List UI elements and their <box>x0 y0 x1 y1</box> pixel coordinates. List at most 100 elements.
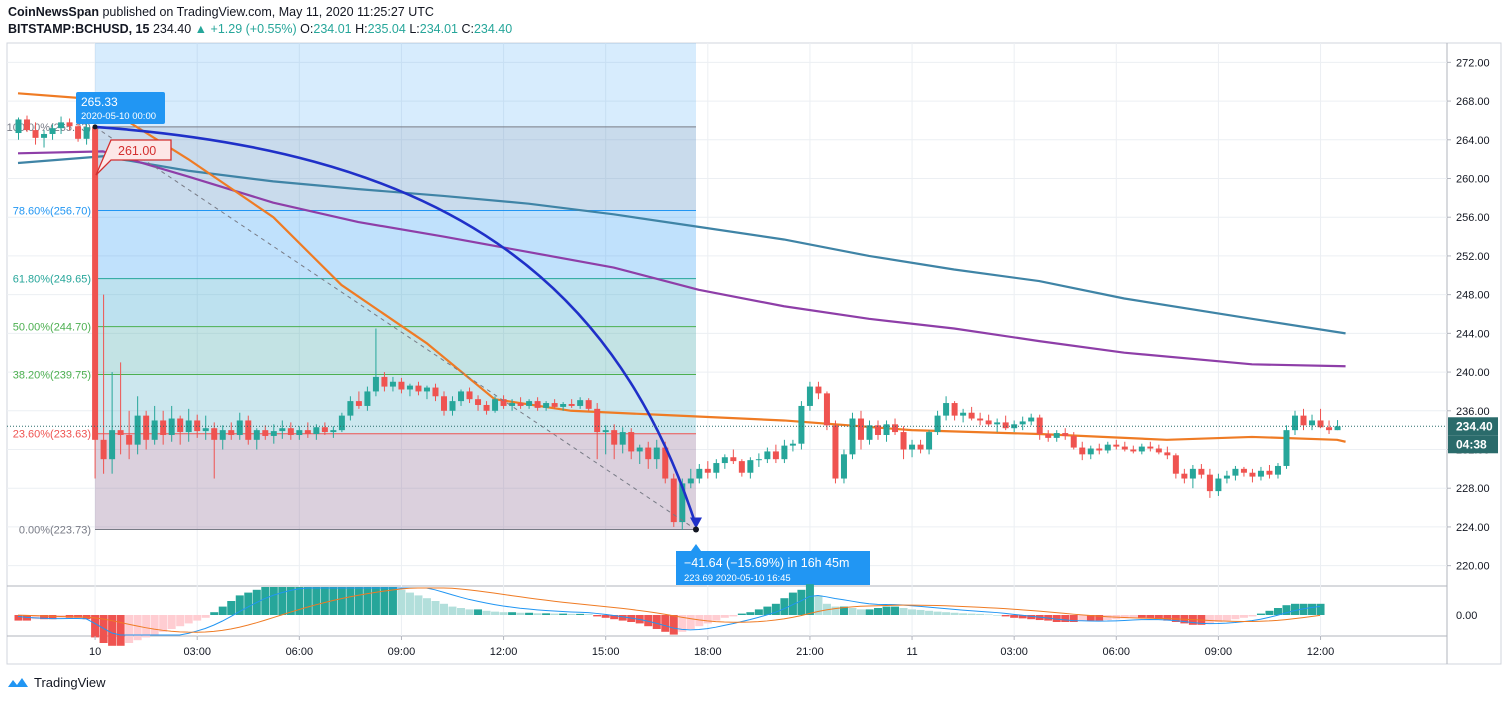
candle-up <box>1028 417 1035 422</box>
candle-up <box>109 430 116 460</box>
ohlc-c-value: 234.40 <box>473 22 513 36</box>
candle-down <box>126 434 133 445</box>
time-axis[interactable]: 10 03:00 06:00 09:00 12:00 15:00 18:00 21:00 11 0… <box>89 636 1334 658</box>
candle-down <box>475 399 482 405</box>
price-tick-label: 256.00 <box>1456 212 1490 224</box>
macd-bar <box>167 615 176 629</box>
macd-bar <box>440 603 448 615</box>
candle-down <box>441 396 447 411</box>
price-tick-label: 220.00 <box>1456 561 1490 573</box>
candle-down <box>1240 468 1247 473</box>
high-anchor-point <box>92 124 98 130</box>
candle-down <box>1096 448 1103 451</box>
macd-bar <box>1299 603 1308 615</box>
date-range-shade <box>95 43 696 530</box>
macd-bar <box>278 587 287 615</box>
macd-bar <box>1222 615 1231 621</box>
macd-bar <box>337 587 346 615</box>
candle-up <box>168 418 175 435</box>
price-chart[interactable]: 100.00%(265.33)78.60%(256.70)61.80%(249.… <box>0 0 1508 665</box>
time-tick-label: 10 <box>89 646 101 658</box>
macd-bar <box>763 606 772 615</box>
time-tick-label: 11 <box>906 646 917 658</box>
ohlc-h-value: 235.04 <box>367 22 406 36</box>
candle-down <box>823 393 830 426</box>
macd-bar <box>397 589 406 615</box>
macd-bar <box>482 610 491 615</box>
price-axis[interactable]: 220.00224.00228.00232.00236.00240.00244.… <box>1447 57 1498 622</box>
candle-down <box>832 425 839 479</box>
candle-down <box>1002 422 1009 429</box>
candle-up <box>755 459 762 461</box>
last-price-text: 234.40 <box>152 22 192 36</box>
fib-band <box>95 326 696 375</box>
brand-text: TradingView <box>34 675 106 690</box>
macd-bar <box>133 615 142 641</box>
candle-up <box>330 430 337 433</box>
candle-down <box>245 420 252 440</box>
macd-bar <box>1273 608 1282 615</box>
macd-bar <box>405 592 414 615</box>
published-text: published on TradingView.com, May 11, 20… <box>99 5 434 19</box>
candle-down <box>66 122 73 127</box>
macd-bar <box>1231 615 1240 620</box>
candle-up <box>543 403 550 408</box>
macd-bar <box>950 612 959 615</box>
price-tick-label: 228.00 <box>1456 483 1490 495</box>
change-text: +1.29 (+0.55%) <box>210 22 297 36</box>
time-tick-label: 09:00 <box>388 646 416 658</box>
candle-up <box>202 428 209 432</box>
macd-bar <box>1282 605 1291 615</box>
macd-bar <box>201 615 210 618</box>
candle-down <box>1130 449 1137 452</box>
candle-up <box>721 457 728 464</box>
macd-bar <box>431 601 440 615</box>
candle-up <box>789 443 796 446</box>
candle-up <box>1309 420 1316 426</box>
macd-bar <box>550 613 559 615</box>
macd-bar <box>805 584 814 615</box>
time-tick-label: 03:00 <box>1000 646 1028 658</box>
candle-up <box>1215 478 1222 492</box>
candle-down <box>24 119 31 131</box>
candle-up <box>313 427 320 435</box>
macd-bar <box>925 610 934 615</box>
candle-up <box>449 401 456 411</box>
macd-bar <box>508 612 517 615</box>
high-callout-value: 265.33 <box>81 95 118 109</box>
last-price-label: 234.40 <box>1456 419 1493 433</box>
macd-bar <box>610 615 619 620</box>
ma-teal-line <box>17 155 1346 335</box>
candle-up <box>883 424 890 435</box>
tradingview-brand[interactable]: TradingView <box>8 675 106 690</box>
macd-bar <box>40 615 49 620</box>
candle-up <box>41 133 48 138</box>
candle-up <box>1087 448 1094 455</box>
candle-down <box>968 412 975 419</box>
countdown-badge <box>1448 435 1498 454</box>
macd-bar <box>184 615 193 624</box>
macd-bar <box>601 615 610 618</box>
macd-bar <box>559 613 568 615</box>
time-tick-label: 15:00 <box>592 646 620 658</box>
candle-up <box>747 460 754 473</box>
macd-bar <box>618 615 627 621</box>
price-tick-label: 224.00 <box>1456 522 1490 534</box>
macd-bar <box>1137 615 1146 618</box>
candle-down <box>415 385 422 392</box>
candle-up <box>492 399 499 411</box>
ohlc-h-label: H: <box>355 22 368 36</box>
candle-down <box>355 401 362 406</box>
candle-up <box>1019 421 1026 425</box>
macd-bar <box>363 587 372 615</box>
candle-up <box>83 127 90 139</box>
candle-up <box>560 404 567 407</box>
macd-bar <box>916 609 925 615</box>
macd-bar <box>48 615 57 620</box>
candle-down <box>75 126 82 139</box>
macd-bar <box>1163 615 1172 621</box>
candle-down <box>670 478 677 523</box>
candle-down <box>466 391 473 400</box>
candle-down <box>611 430 618 445</box>
macd-bar <box>414 595 423 615</box>
